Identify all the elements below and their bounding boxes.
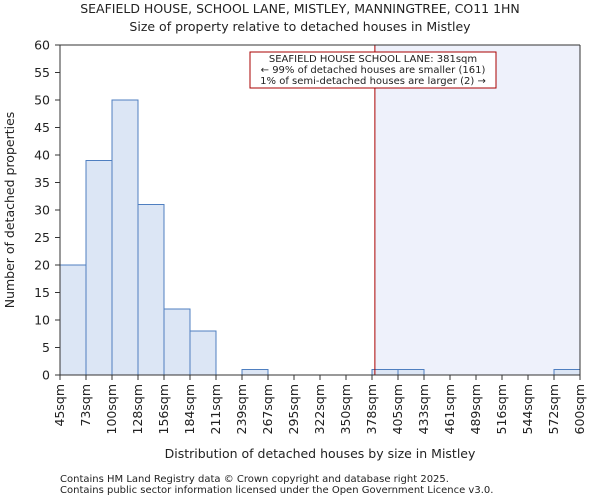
y-tick-label: 15 xyxy=(34,285,50,300)
bar-19 xyxy=(553,369,581,376)
x-tick-label: 405sqm xyxy=(390,384,405,434)
y-tick-label: 0 xyxy=(42,368,50,383)
annotation-box: SEAFIELD HOUSE SCHOOL LANE: 381sqm ← 99%… xyxy=(249,51,497,89)
x-axis-label: Distribution of detached houses by size … xyxy=(165,446,476,461)
y-ticks-group: 0 5 10 15 20 25 30 35 40 45 50 55 60 xyxy=(34,38,60,383)
x-tick-label: 73sqm xyxy=(78,384,93,427)
x-tick-label: 100sqm xyxy=(104,384,119,434)
x-tick-label: 211sqm xyxy=(208,384,223,434)
y-tick-label: 55 xyxy=(34,65,50,80)
bar-12 xyxy=(371,369,399,376)
bar-0 xyxy=(59,264,87,376)
footer-line-1: Contains HM Land Registry data © Crown c… xyxy=(60,474,449,485)
x-tick-label: 184sqm xyxy=(182,384,197,434)
y-tick-label: 20 xyxy=(34,258,50,273)
x-tick-label: 350sqm xyxy=(338,384,353,434)
x-tick-label: 544sqm xyxy=(520,384,535,434)
chart-title: SEAFIELD HOUSE, SCHOOL LANE, MISTLEY, MA… xyxy=(80,1,520,16)
x-tick-label: 267sqm xyxy=(260,384,275,434)
subject-shade xyxy=(374,45,580,375)
x-ticks-group: 45sqm 73sqm 100sqm 128sqm 156sqm 184sqm 211sqm… xyxy=(52,375,587,434)
x-tick-label: 156sqm xyxy=(156,384,171,434)
x-tick-label: 489sqm xyxy=(468,384,483,434)
x-tick-label: 378sqm xyxy=(364,384,379,434)
x-tick-label: 433sqm xyxy=(416,384,431,434)
annotation-line-2: ← 99% of detached houses are smaller (16… xyxy=(261,65,486,76)
bar-1 xyxy=(85,160,113,376)
y-tick-label: 60 xyxy=(34,38,50,53)
annotation-border xyxy=(249,51,497,89)
x-tick-label: 322sqm xyxy=(312,384,327,434)
footer-line-2: Contains public sector information licen… xyxy=(60,485,493,496)
x-tick-label: 239sqm xyxy=(234,384,249,434)
y-tick-label: 35 xyxy=(34,175,50,190)
annotation-line-1: SEAFIELD HOUSE SCHOOL LANE: 381sqm xyxy=(269,54,477,65)
x-tick-label: 461sqm xyxy=(442,384,457,434)
y-tick-label: 25 xyxy=(34,230,50,245)
bar-5 xyxy=(189,330,217,376)
bar-13 xyxy=(397,369,425,376)
y-tick-label: 45 xyxy=(34,120,50,135)
bar-7 xyxy=(241,369,269,376)
bar-2 xyxy=(111,99,139,376)
bar-4 xyxy=(163,308,191,376)
y-tick-label: 40 xyxy=(34,148,50,163)
x-tick-label: 45sqm xyxy=(52,384,67,427)
bars-group xyxy=(59,99,581,376)
y-axis-label: Number of detached properties xyxy=(2,112,17,309)
x-tick-label: 516sqm xyxy=(494,384,509,434)
x-tick-label: 128sqm xyxy=(130,384,145,434)
y-tick-label: 10 xyxy=(34,313,50,328)
y-tick-label: 50 xyxy=(34,93,50,108)
annotation-line-3: 1% of semi-detached houses are larger (2… xyxy=(260,76,486,87)
y-tick-label: 5 xyxy=(42,340,50,355)
x-tick-label: 600sqm xyxy=(572,384,587,434)
bar-3 xyxy=(137,204,165,376)
chart-subtitle: Size of property relative to detached ho… xyxy=(129,19,471,34)
y-tick-label: 30 xyxy=(34,203,50,218)
x-tick-label: 295sqm xyxy=(286,384,301,434)
x-tick-label: 572sqm xyxy=(546,384,561,434)
